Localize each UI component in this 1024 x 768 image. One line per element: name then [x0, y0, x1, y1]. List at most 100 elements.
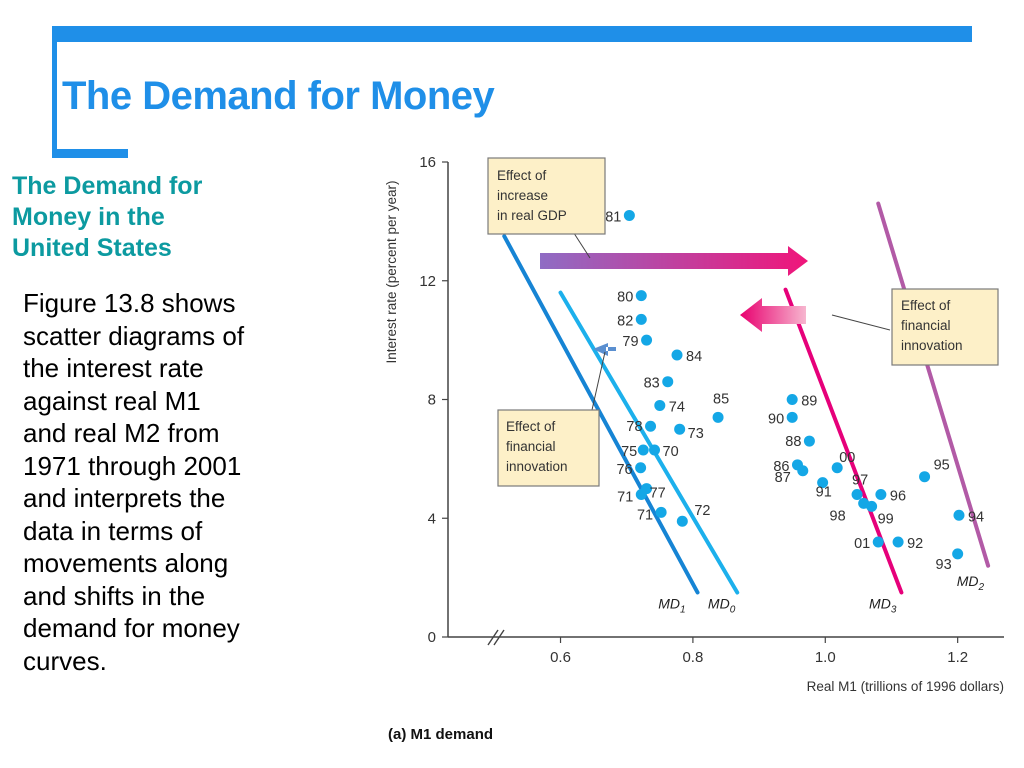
data-point: [649, 444, 661, 456]
data-point-label: 89: [801, 394, 817, 410]
data-point-label: 95: [934, 458, 950, 474]
data-point-label: 86: [773, 459, 789, 475]
data-point-label: 97: [852, 473, 868, 489]
body-line: Figure 13.8 shows: [23, 288, 236, 318]
y-tick-label: 12: [419, 273, 436, 290]
data-point: [637, 444, 649, 456]
x-tick-label: 1.2: [947, 649, 968, 666]
callout-gdp-line: Effect of: [497, 168, 547, 183]
data-point-label: 71: [617, 490, 633, 506]
body-line: against real M1: [23, 385, 201, 416]
demand-curve-md1: [502, 234, 700, 595]
data-point: [803, 435, 815, 447]
data-point: [866, 500, 878, 512]
m1-innovation-arrow: [593, 343, 616, 356]
left-accent-bar: [52, 26, 57, 154]
data-point: [674, 423, 686, 435]
chart-title: (a) M1 demand: [388, 726, 493, 743]
y-tick-label: 4: [428, 510, 436, 527]
callout-innovation-line: innovation: [901, 338, 963, 353]
subtitle: The Demand for Money in the United State…: [12, 171, 312, 264]
data-point-label: 96: [890, 489, 906, 505]
data-point-label: 75: [621, 444, 637, 460]
data-point: [797, 465, 809, 477]
data-point-label: 94: [968, 509, 984, 525]
callout-innovation-m1-box: [497, 409, 600, 487]
data-point: [645, 420, 657, 432]
data-point-label: 84: [686, 349, 702, 365]
data-point: [919, 471, 931, 483]
demand-curve-md3: [783, 287, 904, 595]
body-line: and shifts in the: [23, 580, 206, 611]
data-point-label: 77: [650, 486, 666, 502]
callout-gdp-line: increase: [497, 188, 548, 203]
callout-leader: [831, 314, 891, 331]
data-point: [635, 462, 647, 474]
page-title: The Demand for Money: [62, 74, 495, 118]
data-point: [623, 209, 635, 221]
data-point: [872, 536, 884, 548]
data-point: [953, 509, 965, 521]
body-line: data in terms of: [23, 515, 203, 546]
data-point-label: 92: [907, 536, 923, 552]
callout-innovation-line: Effect of: [901, 298, 951, 313]
body-line: and interprets the: [23, 483, 226, 513]
data-point: [635, 313, 647, 325]
callouts: Effect of increase in real GDP Effect of…: [487, 157, 999, 487]
body-line: scatter diagrams of: [23, 320, 245, 351]
body-line: 1971 through 2001: [23, 450, 242, 481]
data-point: [635, 290, 647, 302]
body-line: curves.: [23, 645, 107, 676]
data-point: [786, 394, 798, 405]
data-point-label: 01: [854, 536, 870, 552]
data-point: [662, 376, 674, 388]
data-point: [851, 489, 863, 500]
callout-gdp-line: in real GDP: [497, 208, 567, 223]
body-line: the interest rate: [23, 353, 204, 383]
curve-label-md1: MD1: [658, 595, 685, 615]
data-point-label: 73: [688, 426, 704, 442]
body-line: demand for money: [23, 613, 240, 643]
axis-break-mark: [493, 629, 505, 646]
data-point-label: 80: [617, 290, 633, 306]
data-point-label: 72: [694, 503, 710, 519]
y-axis-label: Interest rate (percent per year): [384, 180, 399, 363]
demand-curve-md0: [558, 290, 740, 595]
data-point: [655, 506, 667, 518]
body-line: and real M2 from: [23, 418, 220, 448]
m1-demand-chart: MD1 MD0 MD3 MD2 Effect of increase in real …: [384, 154, 1004, 743]
axis-break-mark: [487, 629, 499, 646]
data-point-label: 83: [644, 376, 660, 392]
data-point-label: 76: [616, 462, 632, 478]
demand-curve-md2: [876, 201, 991, 568]
curve-label-md3: MD3: [869, 595, 897, 615]
callout-leader: [591, 351, 606, 411]
data-point: [786, 411, 798, 423]
data-point-label: 90: [768, 411, 784, 427]
y-tick-label: 16: [419, 154, 436, 171]
subtitle-line: United States: [12, 234, 172, 262]
callout-innovation-line: financial: [506, 439, 556, 454]
data-point: [654, 399, 666, 411]
data-point: [892, 536, 904, 548]
curve-label-md0: MD0: [708, 595, 736, 615]
data-point-label: 87: [775, 470, 791, 486]
x-tick-label: 1.0: [815, 649, 836, 666]
x-tick-label: 0.8: [682, 649, 703, 666]
data-point: [712, 411, 724, 423]
subtitle-line: Money in the: [12, 203, 165, 231]
x-axis-label: Real M1 (trillions of 1996 dollars): [807, 679, 1004, 694]
data-point-label: 98: [830, 508, 846, 524]
data-point-label: 82: [617, 313, 633, 329]
body-line: movements along: [23, 548, 229, 578]
callout-gdp-box: [487, 157, 606, 235]
curve-label-md2: MD2: [957, 573, 985, 593]
m3-innovation-arrow: [740, 298, 806, 332]
data-point-label: 91: [816, 485, 832, 501]
body-text: Figure 13.8 shows scatter diagrams of th…: [23, 287, 323, 677]
data-point-label: 70: [663, 444, 679, 460]
gdp-effect-arrow: [540, 246, 808, 276]
data-point-label: 71: [637, 507, 653, 523]
data-point-label: 79: [622, 334, 638, 350]
data-point-label: 99: [878, 511, 894, 527]
